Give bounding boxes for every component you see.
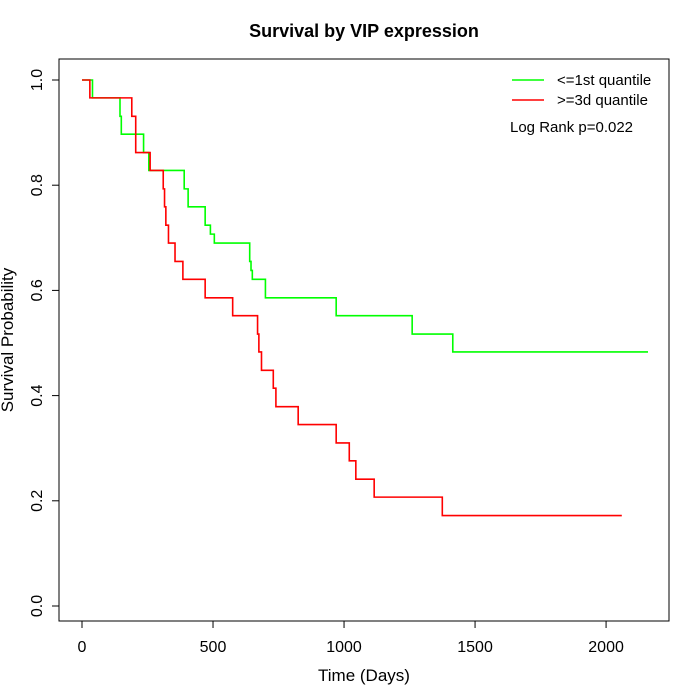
x-axis-title: Time (Days) (318, 666, 410, 685)
y-tick-label: 0.2 (29, 490, 46, 512)
legend-label-1: <=1st quantile (557, 72, 651, 89)
y-axis-title: Survival Probability (0, 267, 17, 412)
y-tick-label: 0.4 (29, 384, 46, 406)
series-line-2 (82, 79, 622, 517)
x-tick-label: 2000 (588, 639, 624, 656)
legend: <=1st quantile >=3d quantile (512, 72, 651, 109)
series-line-1 (82, 79, 648, 353)
x-tick-label: 0 (78, 639, 87, 656)
y-tick-label: 0.0 (29, 595, 46, 617)
x-tick-label: 1000 (326, 639, 362, 656)
legend-label-2: >=3d quantile (557, 92, 648, 109)
x-tick-label: 1500 (457, 639, 493, 656)
y-tick-label: 0.6 (29, 279, 46, 301)
chart-title: Survival by VIP expression (249, 21, 479, 41)
y-tick-label: 0.8 (29, 174, 46, 196)
x-axis: 0 500 1000 1500 2000 (78, 620, 624, 656)
series-layer (82, 79, 648, 517)
x-tick-label: 500 (200, 639, 227, 656)
y-axis: 0.0 0.2 0.4 0.6 0.8 1.0 (29, 69, 60, 617)
y-tick-label: 1.0 (29, 69, 46, 91)
log-rank-annotation: Log Rank p=0.022 (510, 119, 633, 136)
